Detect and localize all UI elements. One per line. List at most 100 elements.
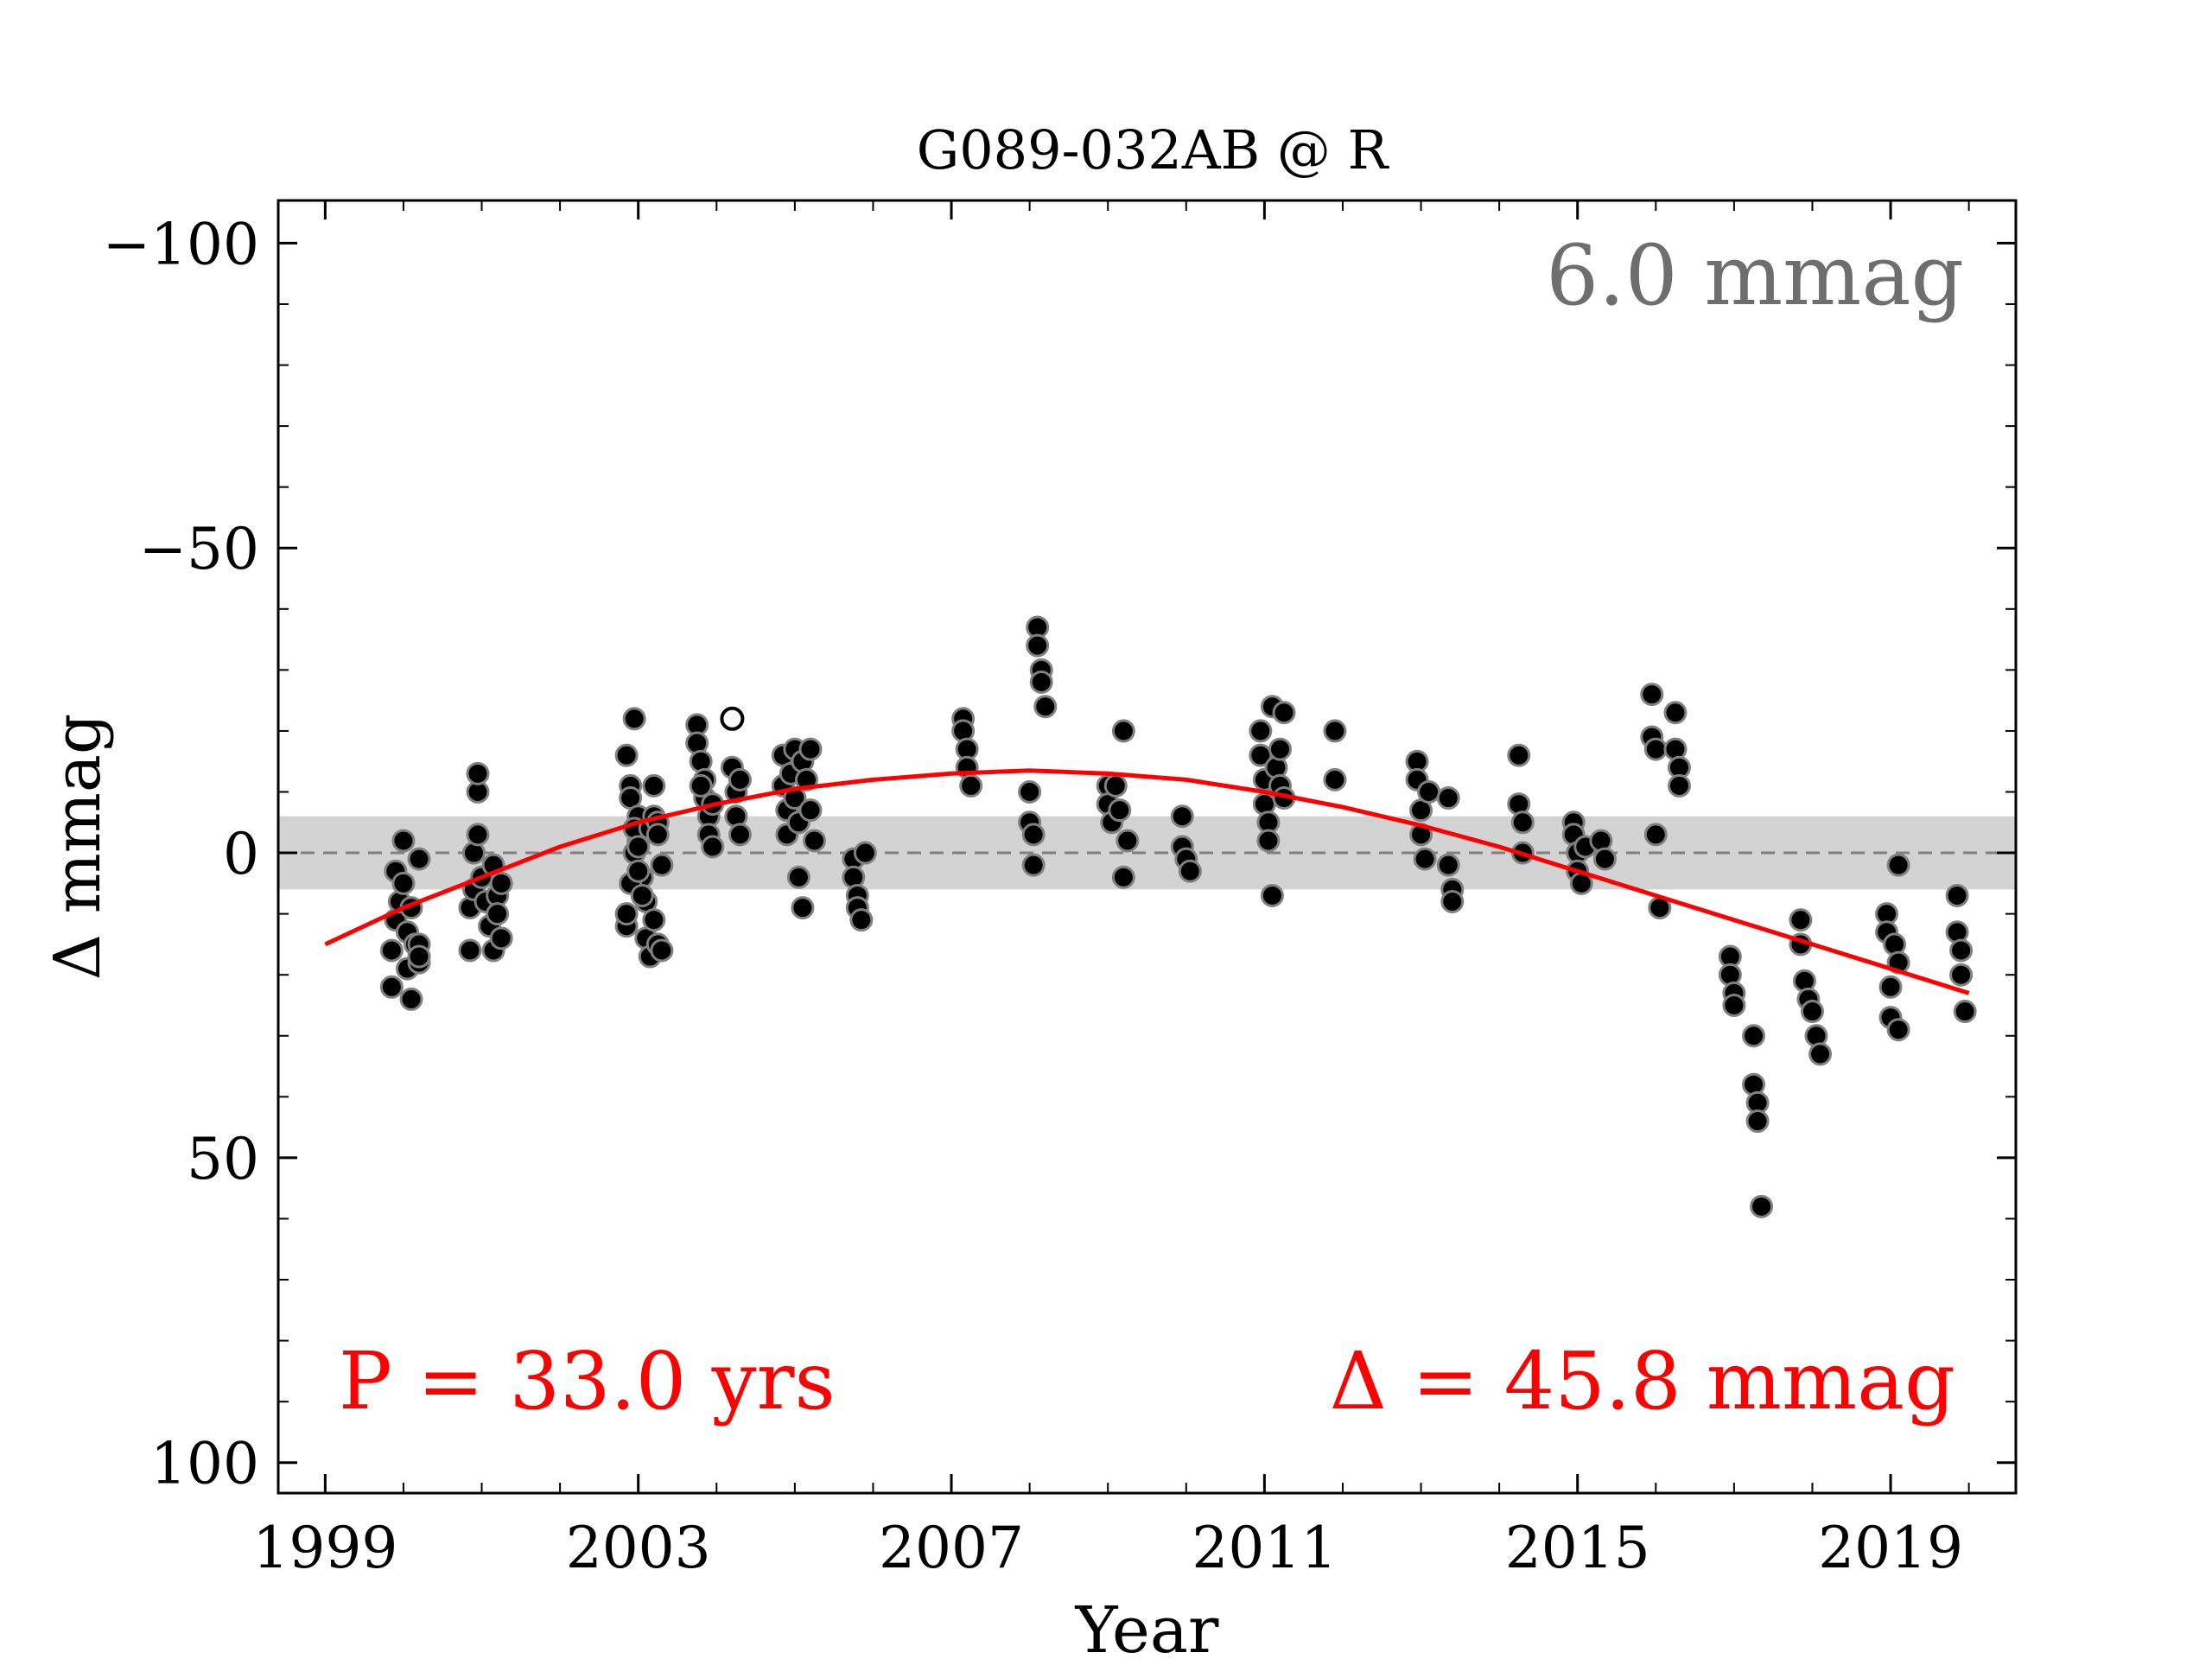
data-point <box>1116 829 1140 853</box>
fit-curve <box>324 768 1970 995</box>
data-point <box>1249 719 1273 743</box>
data-point <box>1111 865 1135 889</box>
data-point <box>466 823 490 847</box>
data-point <box>1886 853 1910 877</box>
data-point <box>650 853 674 877</box>
data-point <box>399 987 423 1011</box>
data-point <box>1510 810 1535 835</box>
data-point <box>1178 859 1202 883</box>
y-axis-label: Δ mmag <box>41 714 115 981</box>
data-point <box>1945 883 1969 907</box>
data-point <box>1592 847 1617 871</box>
x-tick-label: 2007 <box>879 1515 1024 1581</box>
data-point <box>1268 737 1292 761</box>
data-point <box>626 859 651 883</box>
chart-title: G089-032AB @ R <box>917 118 1390 181</box>
data-point <box>1103 773 1128 798</box>
data-point <box>1029 670 1053 694</box>
data-point <box>1170 804 1194 829</box>
data-point <box>1272 701 1296 725</box>
data-point <box>622 707 646 731</box>
data-point <box>486 902 510 926</box>
data-point <box>786 865 810 889</box>
data-point <box>728 823 752 847</box>
data-point <box>1722 993 1746 1017</box>
data-point <box>1033 695 1058 719</box>
data-point <box>1026 633 1050 658</box>
x-tick-label: 2019 <box>1818 1515 1963 1581</box>
x-tick-label: 2003 <box>566 1515 711 1581</box>
data-point <box>1878 975 1903 999</box>
data-point <box>1436 853 1460 877</box>
data-point <box>791 896 815 920</box>
data-point <box>853 841 877 865</box>
data-point <box>728 767 752 791</box>
data-point <box>458 938 482 963</box>
data-point <box>1111 719 1135 743</box>
y-tick-label: −100 <box>103 211 259 277</box>
plot-frame <box>276 199 2018 1495</box>
data-point <box>489 871 513 895</box>
data-point <box>1742 1024 1766 1048</box>
y-tick-label: 100 <box>150 1431 259 1497</box>
data-point <box>1417 779 1441 804</box>
data-point <box>1640 683 1664 707</box>
data-point <box>1021 823 1046 847</box>
x-tick-label: 2011 <box>1192 1515 1337 1581</box>
data-point <box>614 743 639 767</box>
data-point <box>1436 786 1460 810</box>
data-point <box>849 908 874 932</box>
data-point <box>1750 1194 1774 1218</box>
ticks-layer: 1999 2003 2007 2011 2015 2019 −100 −50 0 50 100 <box>103 200 2016 1581</box>
data-point <box>407 944 431 969</box>
fit-curve-layer <box>324 768 1970 995</box>
data-point <box>701 835 725 859</box>
data-point <box>1507 743 1531 767</box>
data-point <box>1323 719 1347 743</box>
y-tick-label: −50 <box>139 516 259 582</box>
data-point <box>1667 773 1691 798</box>
data-point <box>1018 779 1042 804</box>
data-point <box>798 798 823 823</box>
data-point <box>1663 701 1688 725</box>
data-point <box>1643 823 1668 847</box>
amplitude-annotation: Δ = 45.8 mmag <box>1330 1335 1955 1427</box>
data-point <box>1800 1000 1824 1024</box>
data-point <box>1808 1042 1833 1066</box>
data-point <box>1745 1109 1770 1134</box>
data-point <box>803 829 827 853</box>
period-annotation: P = 33.0 yrs <box>339 1335 836 1427</box>
data-point <box>1260 883 1284 907</box>
data-point <box>645 823 670 847</box>
data-point <box>379 938 404 963</box>
x-tick-label: 2015 <box>1505 1515 1650 1581</box>
data-point <box>614 902 639 926</box>
data-point <box>391 829 416 853</box>
data-point <box>379 975 404 999</box>
data-point <box>466 761 490 785</box>
data-point <box>689 773 713 798</box>
data-point <box>391 871 416 895</box>
data-point <box>1953 1000 1977 1024</box>
data-point <box>1323 767 1347 791</box>
data-point <box>1643 737 1668 761</box>
data-point <box>642 773 666 798</box>
data-point <box>1789 908 1813 932</box>
y-tick-label: 50 <box>187 1126 259 1192</box>
data-point <box>959 773 983 798</box>
data-point <box>1021 853 1046 877</box>
data-point <box>798 737 823 761</box>
data-points-layer <box>379 615 1977 1218</box>
scatter-annotation: 6.0 mmag <box>1546 227 1964 324</box>
x-axis-label: Year <box>1075 1593 1219 1659</box>
outlier-point <box>720 706 745 731</box>
y-tick-label: 0 <box>223 821 259 887</box>
data-point <box>407 847 431 871</box>
data-point <box>650 938 674 963</box>
data-point <box>1108 798 1132 823</box>
data-point <box>1949 963 1974 987</box>
data-point <box>1949 938 1974 963</box>
data-point <box>630 883 654 907</box>
data-point <box>1886 1018 1910 1042</box>
